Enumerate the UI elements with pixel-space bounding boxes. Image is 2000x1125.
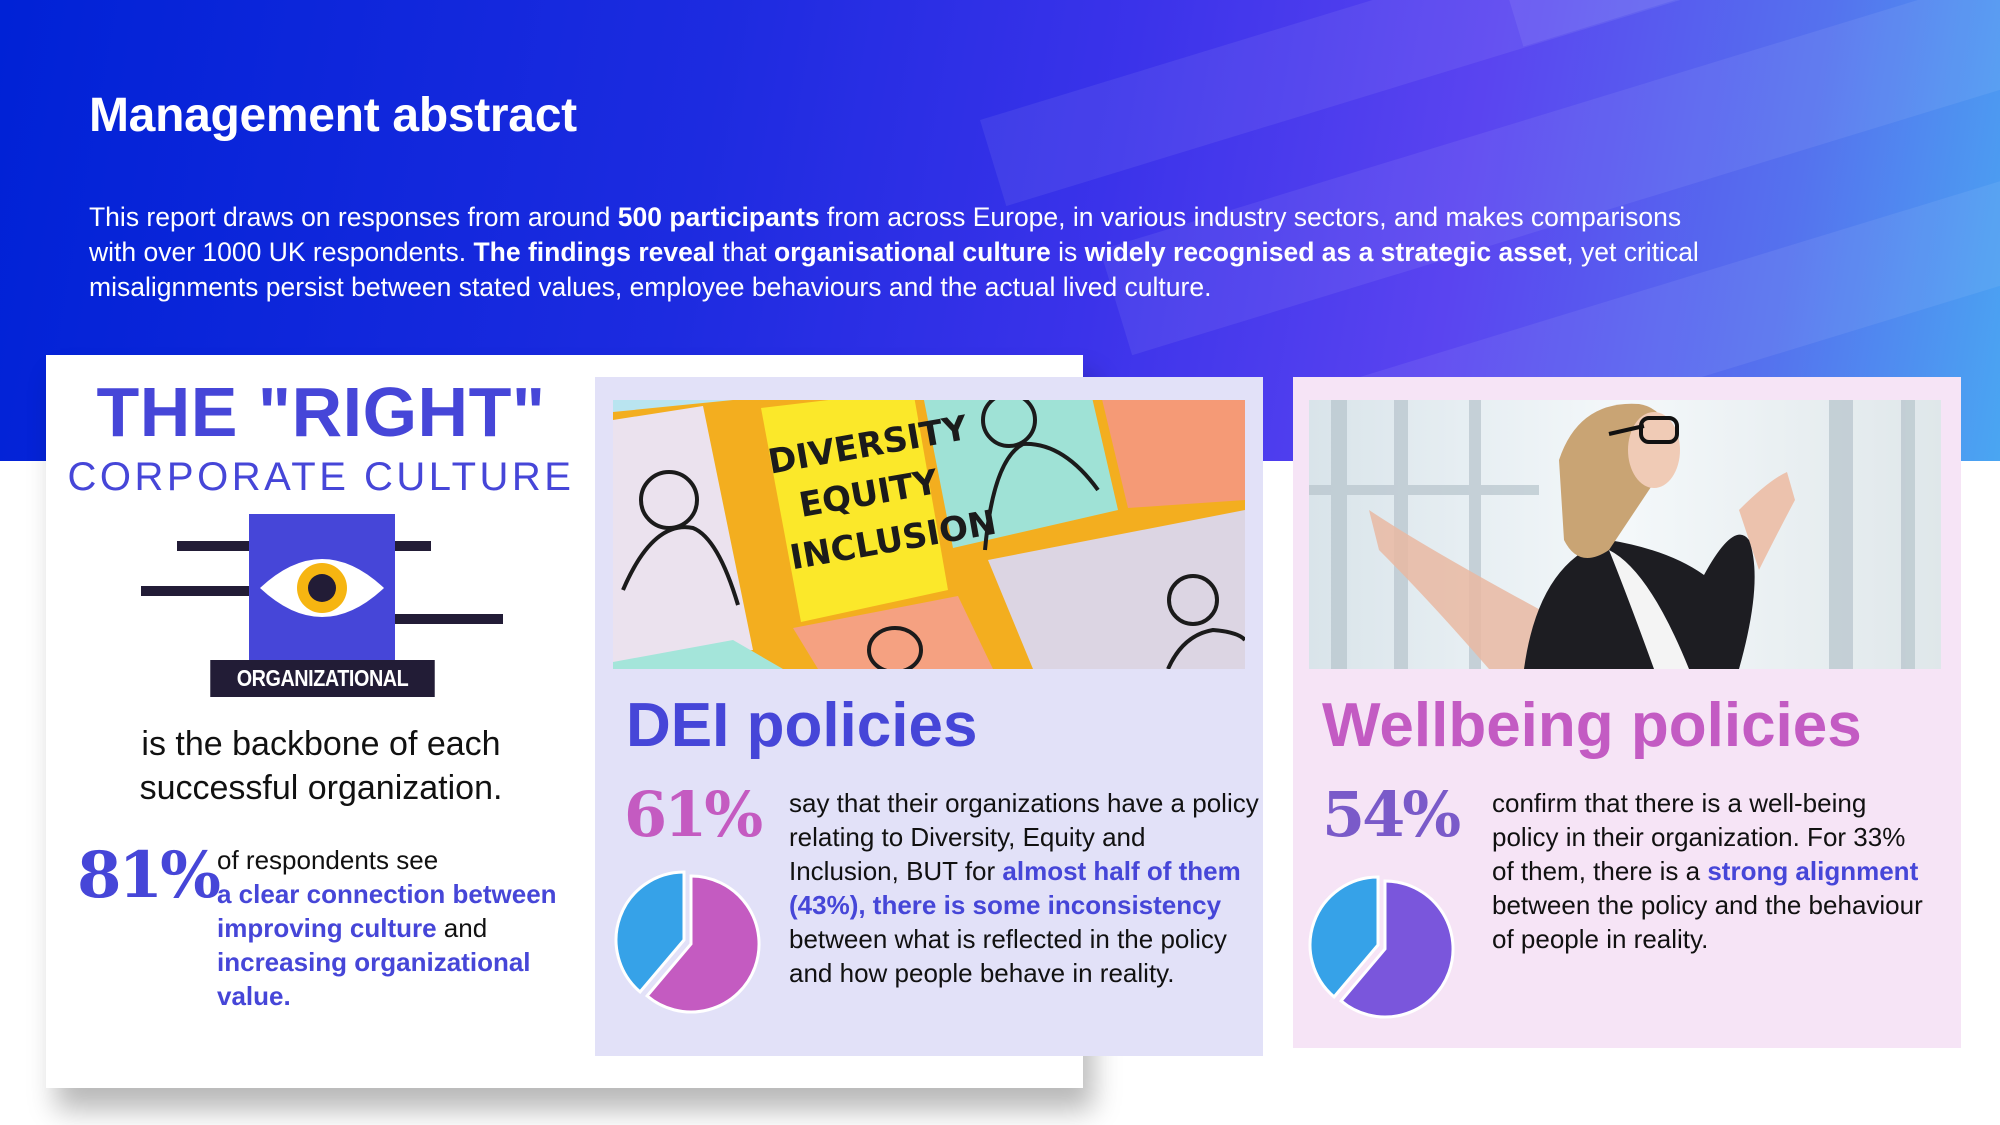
backbone-statement: is the backbone of each successful organ… [46,722,596,810]
intro-segment: , yet critical misalignments persist bet… [89,237,1699,302]
backbone-line: is the backbone of each [141,725,501,763]
stat-text: confirm that there is a well-being polic… [1492,788,1906,886]
page-title: Management abstract [89,89,577,142]
stat-text: of respondents see [217,845,439,875]
wellbeing-description: confirm that there is a well-being polic… [1492,786,1932,956]
stat-text: between what is reflected in the policy … [789,924,1227,988]
dei-title: DEI policies [626,691,978,760]
eye-icon [141,514,503,664]
organizational-culture-badge: ORGANIZATIONAL CULTURE [210,660,435,728]
stat-text: and [436,913,488,943]
stat-81-percent: 81% [77,838,221,913]
stat-81-description: of respondents see a clear connection be… [217,843,587,1013]
wellbeing-woman-image [1309,400,1941,669]
stat-54-percent: 54% [1322,778,1461,851]
intro-segment: that [715,237,774,267]
pie-slice-main [1338,879,1455,1019]
stat-text: between the policy and the behaviour of … [1492,890,1923,954]
intro-highlight: 500 participants [617,202,820,232]
intro-paragraph: This report draws on responses from arou… [89,200,1709,305]
pie-slice-39 [614,870,686,995]
dei-pie-chart [614,870,761,1014]
stat-highlight: strong alignment [1707,856,1919,886]
intro-highlight: The findings reveal [473,237,715,267]
pie-slice-other [1308,875,1380,1000]
dei-description: say that their organizations have a poli… [789,786,1259,990]
wellbeing-pie-chart [1308,875,1455,1019]
intro-segment: from across Europe, in various industry … [89,202,1682,267]
intro-segment: This report draws on responses from arou… [89,202,618,232]
intro-highlight: organisational culture [773,237,1051,267]
culture-title: THE "RIGHT" [96,373,546,451]
dei-sticky-notes-image: DIVERSITY EQUITY INCLUSION [613,400,1245,669]
backbone-line: successful organization. [139,769,503,807]
intro-highlight: widely recognised as a strategic asset [1084,237,1567,267]
culture-subtitle: CORPORATE CULTURE [67,455,575,499]
wellbeing-title: Wellbeing policies [1322,691,1862,760]
stat-highlight: a clear connection between improving cul… [217,879,557,943]
stat-highlight: almost half of them (43%), there is some… [789,856,1241,920]
stat-text: say that their organizations have a poli… [789,788,1259,886]
stat-61-percent: 61% [624,778,763,851]
stat-highlight: increasing organizational value. [217,947,531,1011]
intro-segment: is [1050,237,1085,267]
pie-slice-61 [644,874,761,1014]
